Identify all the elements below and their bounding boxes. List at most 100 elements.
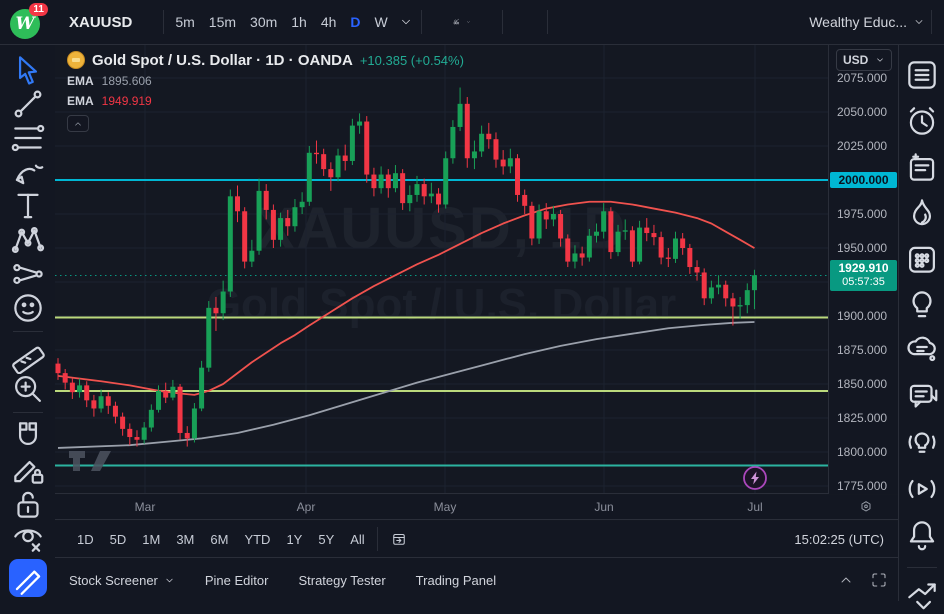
app-logo[interactable]: W 11 (10, 5, 44, 39)
pattern-tool[interactable] (9, 223, 47, 257)
tab-label: Pine Editor (205, 573, 269, 588)
zoom-in-tool[interactable] (9, 372, 47, 406)
symbol-legend-row[interactable]: Gold Spot / U.S. Dollar · 1D · OANDA +10… (63, 49, 468, 71)
tab-stock-screener[interactable]: Stock Screener (69, 573, 175, 588)
symbol-search[interactable]: XAUUSD (54, 0, 141, 45)
range-5d[interactable]: 5D (102, 521, 135, 557)
magnet-mode[interactable] (9, 419, 47, 453)
ruler-icon (9, 336, 47, 374)
chart-canvas[interactable]: XAUUSD, 1D Gold Spot / U.S. Dollar Gold … (55, 45, 828, 494)
timeframe-1d[interactable]: D (343, 0, 367, 45)
watchlist-button[interactable] (903, 55, 941, 95)
indicator-name: EMA (67, 94, 94, 108)
price-tick-label: 1825.000 (837, 411, 887, 425)
timeframe-1h[interactable]: 1h (284, 0, 314, 45)
emoji-tool[interactable] (9, 291, 47, 325)
ideas-button[interactable] (903, 285, 941, 325)
fib-retracement-tool[interactable] (9, 121, 47, 155)
timeframe-1w[interactable]: W (368, 0, 395, 45)
range-all[interactable]: All (342, 521, 372, 557)
trend-line-tool[interactable] (9, 87, 47, 121)
markets-button[interactable] (903, 574, 941, 614)
price-tick-label: 1850.000 (837, 377, 887, 391)
indicator-value: 1895.606 (102, 74, 152, 88)
price-tick-label: 1775.000 (837, 479, 887, 493)
chat-button[interactable] (903, 377, 941, 417)
layout-name-menu[interactable]: Wealthy Educ... (800, 0, 927, 45)
panel-expand-button[interactable] (838, 572, 854, 588)
chart-legend: Gold Spot / U.S. Dollar · 1D · OANDA +10… (63, 49, 468, 132)
bar-replay-button[interactable] (525, 0, 543, 45)
range-6m[interactable]: 6M (202, 521, 236, 557)
minds-button[interactable] (903, 331, 941, 371)
range-1d[interactable]: 1D (69, 521, 102, 557)
hotlists-button[interactable] (903, 193, 941, 233)
price-tick-label: 1900.000 (837, 309, 887, 323)
text-tool[interactable] (9, 189, 47, 223)
month-label[interactable]: Apr (297, 500, 316, 514)
divider (547, 10, 548, 34)
range-1m[interactable]: 1M (134, 521, 168, 557)
session-clock[interactable]: 15:02:25 (UTC) (794, 532, 888, 547)
currency-dropdown[interactable]: USD (836, 49, 892, 71)
notifications-button[interactable] (903, 515, 941, 555)
timeframe-30m[interactable]: 30m (243, 0, 284, 45)
cursor-tool[interactable] (9, 53, 47, 87)
indicators-button[interactable] (444, 0, 480, 45)
highlighted-drawing-tool[interactable] (9, 559, 47, 597)
brush-tool[interactable] (9, 155, 47, 189)
hide-all-drawings[interactable] (9, 521, 47, 555)
timeframe-5m[interactable]: 5m (168, 0, 201, 45)
calendar-button[interactable] (903, 239, 941, 279)
smiley-icon (9, 289, 47, 327)
range-3m[interactable]: 3M (168, 521, 202, 557)
alerts-button[interactable] (903, 101, 941, 141)
month-label[interactable]: May (434, 500, 457, 514)
month-label[interactable]: Jun (594, 500, 613, 514)
time-axis[interactable]: Mar Apr May Jun Jul (55, 495, 898, 520)
chart-type-button[interactable] (426, 0, 444, 45)
redo-button[interactable] (570, 0, 588, 45)
fullscreen-button[interactable] (870, 571, 888, 589)
save-layout-button[interactable] (782, 0, 800, 45)
timeframe-4h[interactable]: 4h (314, 0, 344, 45)
lightbulb-waves-icon (903, 424, 941, 462)
range-ytd[interactable]: YTD (236, 521, 278, 557)
notes-button[interactable] (903, 147, 941, 187)
stay-in-drawing-mode[interactable] (9, 453, 47, 487)
tab-pine-editor[interactable]: Pine Editor (205, 573, 269, 588)
axis-settings-button[interactable] (858, 499, 874, 515)
flame-icon (903, 194, 941, 232)
ideas-streams-button[interactable] (903, 423, 941, 463)
create-alert-button[interactable] (507, 0, 525, 45)
go-to-date-button[interactable] (382, 521, 416, 557)
calendar-goto-icon (390, 530, 408, 548)
indicator-row[interactable]: EMA 1949.919 (63, 91, 468, 111)
gear-icon (858, 499, 874, 515)
forecast-tool[interactable] (9, 257, 47, 291)
measure-tool[interactable] (9, 338, 47, 372)
streams-button[interactable] (903, 469, 941, 509)
price-change: +10.385 (+0.54%) (360, 53, 464, 68)
tab-strategy-tester[interactable]: Strategy Tester (298, 573, 385, 588)
timeframe-15m[interactable]: 15m (202, 0, 243, 45)
month-label[interactable]: Mar (135, 500, 156, 514)
legend-collapse-button[interactable] (67, 115, 89, 132)
layout-name: Wealthy Educ... (809, 14, 907, 30)
lock-all-drawings[interactable] (9, 487, 47, 521)
tradingview-logo[interactable] (67, 447, 113, 475)
divider (907, 567, 937, 568)
month-label[interactable]: Jul (747, 500, 762, 514)
timeframe-menu-button[interactable] (395, 0, 417, 45)
layout-grid-button[interactable] (480, 0, 498, 45)
snapshot-button[interactable] (936, 0, 944, 45)
range-1y[interactable]: 1Y (278, 521, 310, 557)
tab-trading-panel[interactable]: Trading Panel (416, 573, 496, 588)
range-5y[interactable]: 5Y (310, 521, 342, 557)
event-lightning-marker[interactable] (742, 465, 768, 491)
compare-add-button[interactable] (141, 0, 159, 45)
top-toolbar: W 11 XAUUSD 5m 15m 30m 1h 4h D W (0, 0, 944, 45)
undo-button[interactable] (552, 0, 570, 45)
indicator-row[interactable]: EMA 1895.606 (63, 71, 468, 91)
